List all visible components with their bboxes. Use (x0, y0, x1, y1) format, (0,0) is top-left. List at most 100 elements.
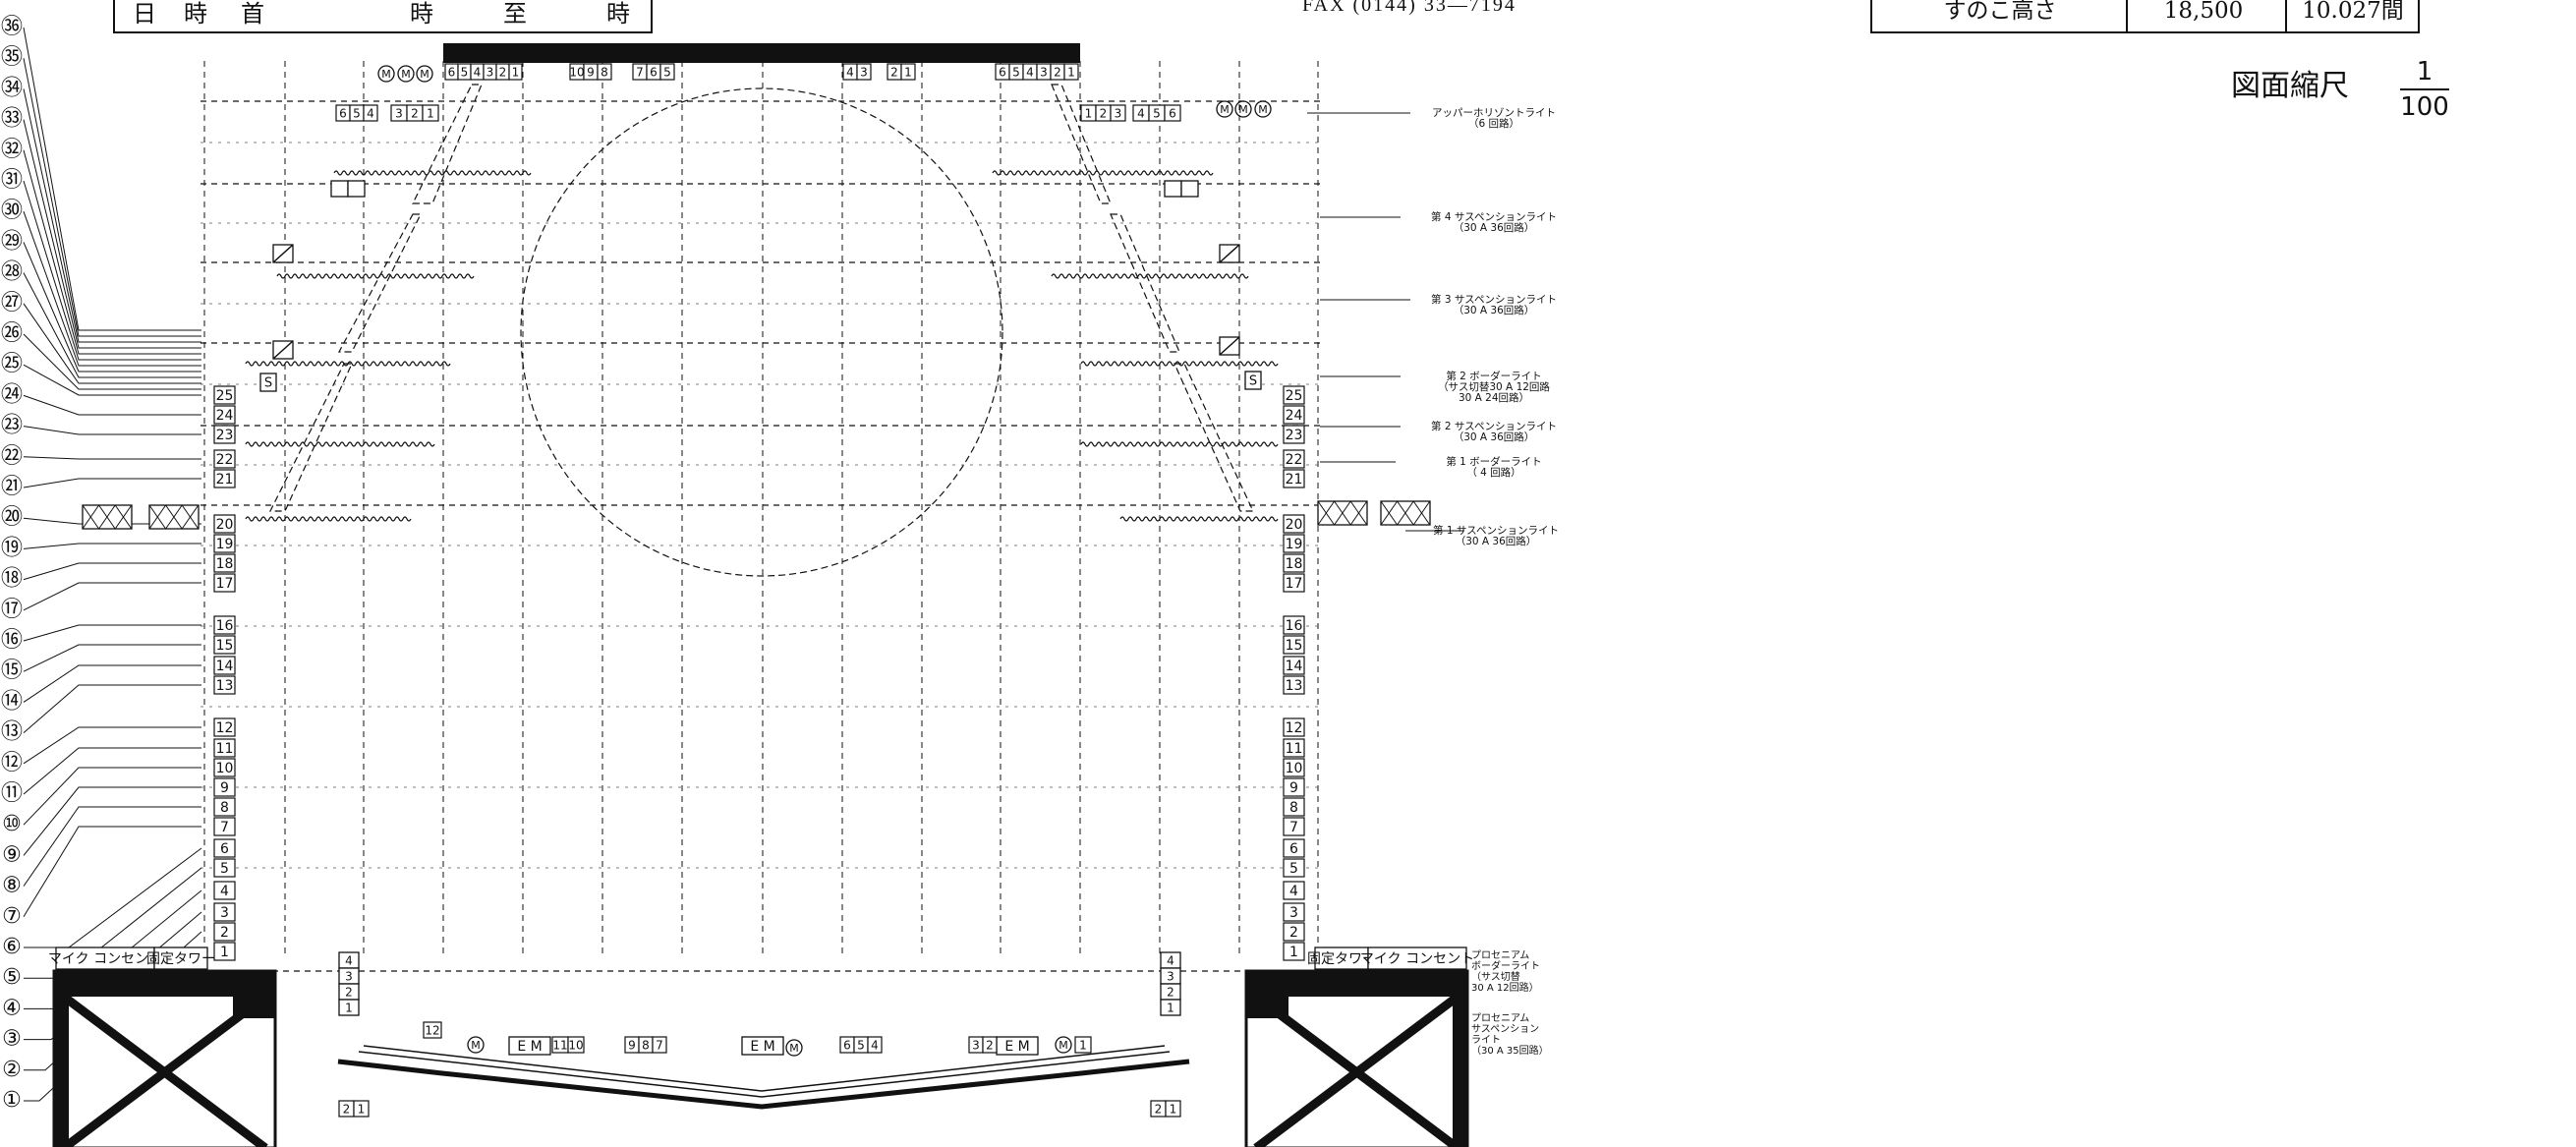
circuit-number: 2 (986, 1039, 994, 1053)
circuit-cell (1110, 104, 1126, 122)
batten-number: 22 (216, 452, 234, 468)
batten-number-box (213, 675, 236, 695)
leader-line (23, 664, 201, 703)
circled-label: ㊱ (1, 15, 23, 39)
batten-number: 23 (1286, 428, 1303, 443)
header-cell: 日 (133, 0, 156, 28)
box (1180, 180, 1199, 198)
leader-line (23, 272, 201, 378)
leader-line (23, 394, 201, 416)
apron-cell-number: 3 (1167, 970, 1174, 984)
batten-number-box (1283, 385, 1305, 405)
circuit-cell (1074, 1036, 1092, 1054)
em-label: E M (517, 1039, 542, 1055)
batten-number-box (1283, 534, 1305, 553)
batten-number-box (213, 405, 236, 425)
corner-tower (1244, 969, 1469, 1147)
motor-mark (416, 65, 433, 83)
circuit-number: 7 (636, 66, 644, 80)
batten-number: 25 (216, 388, 234, 404)
motor-mark (785, 1039, 803, 1057)
circuit-cell (652, 1036, 667, 1054)
apron-cell-number: 3 (345, 970, 353, 984)
batten-number-box (1283, 615, 1305, 635)
apron-1: 1 (1074, 1036, 1092, 1054)
right-annotation-line: （30 A 36回路） (1456, 535, 1537, 547)
circuit-number: 2 (1100, 107, 1108, 121)
circuit-number: 5 (663, 66, 671, 80)
batten-number-box (1283, 942, 1305, 961)
leader-line (23, 456, 201, 460)
batten-number-box (1283, 717, 1305, 737)
motor-mark-label: M (1258, 103, 1268, 116)
batten-column-right: 1234567891011121314151617181920212223242… (1283, 385, 1305, 961)
leader-line (23, 303, 201, 384)
fax-number: FAX (0144) 33—7194 (1302, 0, 1517, 16)
em-box (741, 1036, 784, 1056)
batten-number-box (213, 635, 236, 655)
leader-line (23, 786, 201, 856)
leader-line (23, 562, 201, 581)
leader-line (23, 684, 201, 733)
batten-number-box (1283, 469, 1305, 488)
date-time-box: 日 時 首 時 至 時 (113, 0, 653, 33)
circuit-cell (423, 1021, 442, 1039)
border-light-wave (1051, 273, 1249, 279)
circuit-number: 2 (1054, 66, 1061, 80)
leader-line (23, 644, 201, 672)
batten-number-box (1283, 635, 1305, 655)
batten-number: 21 (216, 472, 234, 487)
batten-number-box (1283, 553, 1305, 573)
motor-mark-label: M (471, 1039, 481, 1052)
right-annotation-line: 第 2 ボーダーライト (1446, 370, 1541, 382)
batten-number-box (213, 534, 236, 553)
circuit-number: 9 (628, 1039, 636, 1053)
scale-fraction: 1 100 (2400, 57, 2449, 122)
right-annotation-line: （6 回路） (1468, 117, 1519, 130)
circled-label: ㉜ (1, 138, 23, 162)
batten-number: 16 (216, 618, 234, 634)
batten-number: 15 (216, 638, 234, 654)
leader-line (23, 149, 201, 355)
batten-number: 18 (216, 556, 234, 572)
batten-number: 11 (1286, 741, 1303, 757)
batten-number: 5 (1289, 861, 1298, 877)
circuit-cell (363, 104, 378, 122)
batten-number-box (213, 553, 236, 573)
circuit-number: 8 (601, 66, 608, 80)
circled-label: ㉞ (1, 76, 23, 100)
circuit-number: 6 (843, 1039, 851, 1053)
batten-number: 23 (216, 428, 234, 443)
header-cell: 時 (184, 0, 207, 28)
corner-label-tower: 固定タワー (146, 951, 215, 967)
batten-number: 7 (220, 820, 229, 835)
apron-cell-number: 4 (1167, 954, 1174, 968)
apron-12: 12 (423, 1021, 442, 1039)
circuit-number: 6 (339, 107, 347, 121)
leader-line (23, 726, 201, 765)
circled-label: ㉝ (1, 107, 23, 132)
circuit-number: 1 (427, 107, 434, 121)
batten-number: 21 (1286, 472, 1303, 487)
circuit-cell (508, 63, 523, 81)
grid-height-value: 18,500 (2163, 0, 2244, 24)
circled-label: ㉔ (1, 382, 23, 407)
batten-number-box (213, 838, 236, 858)
circuit-number: 6 (650, 66, 658, 80)
circuit-cell (567, 1036, 585, 1054)
batten-number: 13 (216, 678, 234, 694)
circuit-number: 4 (1137, 107, 1145, 121)
leader-line (23, 119, 201, 349)
circuit-number: 5 (1153, 107, 1161, 121)
circuit-number: 2 (343, 1103, 351, 1117)
batten-number-box (213, 656, 236, 675)
circuit-number: 2 (1155, 1103, 1163, 1117)
circuit-number: 1 (512, 66, 520, 80)
header-cell: 時 (606, 0, 630, 28)
batten-number: 20 (1286, 517, 1303, 533)
circled-label: ⑯ (1, 628, 23, 653)
border-light-wave (245, 516, 412, 522)
